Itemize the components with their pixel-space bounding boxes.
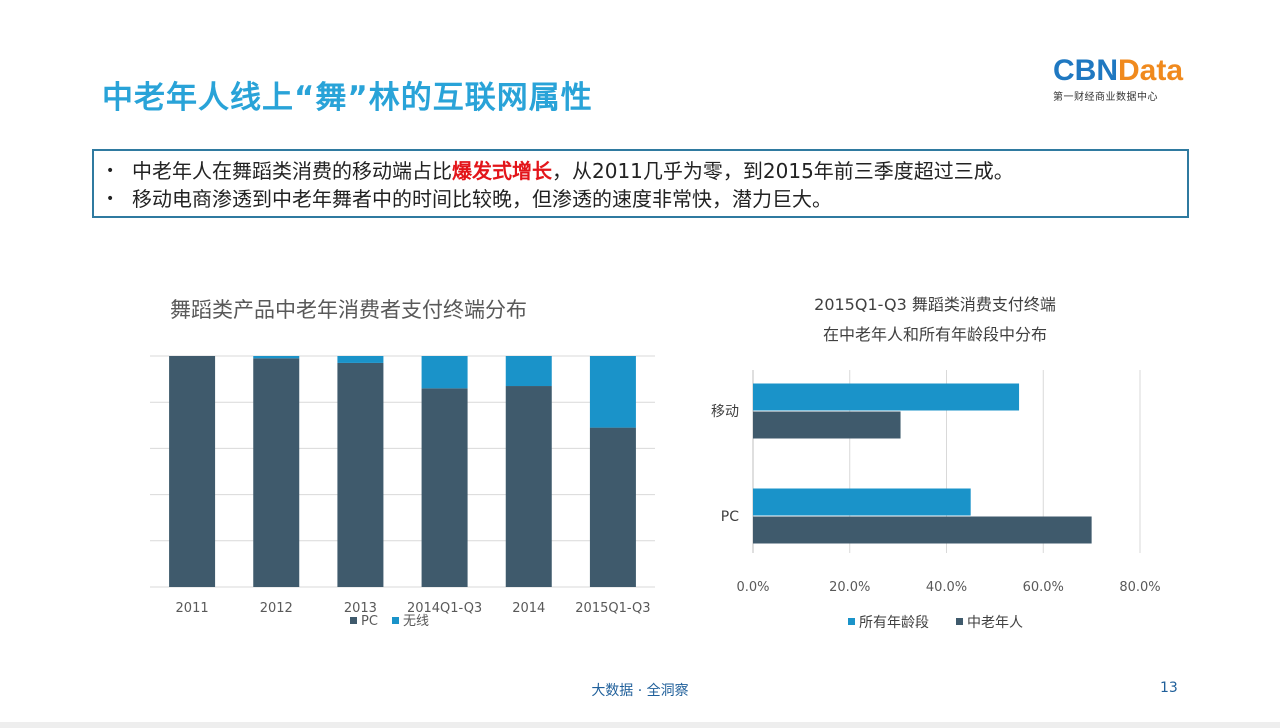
legend-swatch: [350, 617, 357, 624]
legend-label: PC: [361, 614, 378, 629]
x-tick-label: 2014Q1-Q3: [407, 601, 482, 616]
page-number: 13: [1160, 680, 1178, 696]
x-tick-label: 60.0%: [1023, 580, 1064, 595]
x-tick-label: 2011: [176, 601, 209, 616]
y-category-label: 移动: [711, 404, 739, 420]
logo-subtitle: 第一财经商业数据中心: [1053, 92, 1158, 103]
right-chart-title-line-1: 2015Q1-Q3 舞蹈类消费支付终端: [814, 295, 1056, 314]
bar-wireless: [421, 356, 468, 389]
x-tick-label: 2012: [260, 601, 293, 616]
stacked-bar-chart: 2011 2012 2013 2014Q1-Q3 2014 2015Q1-Q3 PC 无线: [150, 355, 655, 629]
footer-slogan: 大数据 · 全洞察: [591, 683, 689, 699]
logo-data: Data: [1118, 54, 1184, 87]
slide-bottom-edge: [0, 722, 1280, 728]
x-tick-label: 20.0%: [829, 580, 870, 595]
bar-all-ages: [753, 383, 1020, 411]
bar-pc: [505, 386, 552, 587]
cbndata-logo: CBNData 第一财经商业数据中心: [1053, 56, 1193, 104]
logo-cbn: CBN: [1053, 54, 1118, 87]
horizontal-bar-chart: 0.0% 20.0% 40.0% 60.0% 80.0% 移动 PC 所有年龄段 中老年人: [711, 370, 1161, 631]
bullet-1-text: 中老年人在舞蹈类消费的移动端占比: [132, 159, 452, 183]
legend-label: 中老年人: [967, 615, 1023, 631]
bar-pc: [589, 427, 636, 587]
x-tick-label: 80.0%: [1119, 580, 1160, 595]
bullet-dot-icon: •: [106, 191, 115, 207]
bar-pc: [337, 362, 384, 587]
logo-wordmark: CBNData: [1053, 56, 1193, 86]
x-tick-label: 2015Q1-Q3: [575, 601, 650, 616]
x-tick-label: 40.0%: [926, 580, 967, 595]
bar-pc: [421, 388, 468, 587]
bar-wireless: [505, 356, 552, 387]
x-tick-label: 2014: [512, 601, 545, 616]
bullet-1-text-end: ，从2011几乎为零，到2015年前三季度超过三成。: [552, 159, 1014, 183]
bar-elderly: [753, 411, 901, 439]
bar-pc: [253, 358, 300, 587]
legend-label: 无线: [403, 614, 429, 629]
legend-swatch: [956, 618, 963, 625]
bullet-dot-icon: •: [106, 163, 115, 179]
legend-swatch: [848, 618, 855, 625]
key-points-box: • 中老年人在舞蹈类消费的移动端占比爆发式增长，从2011几乎为零，到2015年前…: [92, 149, 1189, 218]
bar-all-ages: [753, 488, 971, 516]
bullet-1: • 中老年人在舞蹈类消费的移动端占比爆发式增长，从2011几乎为零，到2015年前…: [106, 157, 1175, 185]
bullet-1-highlight: 爆发式增长: [452, 159, 552, 183]
y-category-label: PC: [721, 509, 739, 525]
legend-label: 所有年龄段: [859, 615, 929, 631]
x-tick-label: 2013: [344, 601, 377, 616]
left-chart-title: 舞蹈类产品中老年消费者支付终端分布: [170, 298, 527, 322]
bar-wireless: [589, 356, 636, 428]
legend-swatch: [392, 617, 399, 624]
bar-elderly: [753, 516, 1092, 544]
x-tick-label: 0.0%: [736, 580, 769, 595]
slide-title: 中老年人线上“舞”林的互联网属性: [102, 80, 593, 116]
bar-wireless: [253, 356, 300, 359]
bullet-2-text: 移动电商渗透到中老年舞者中的时间比较晚，但渗透的速度非常快，潜力巨大。: [132, 187, 832, 211]
bar-wireless: [337, 356, 384, 363]
right-chart-title-line-2: 在中老年人和所有年龄段中分布: [822, 325, 1047, 344]
bullet-2: • 移动电商渗透到中老年舞者中的时间比较晚，但渗透的速度非常快，潜力巨大。: [106, 185, 1175, 213]
right-chart-title: 2015Q1-Q3 舞蹈类消费支付终端 在中老年人和所有年龄段中分布: [780, 290, 1090, 350]
bar-pc: [169, 356, 216, 587]
